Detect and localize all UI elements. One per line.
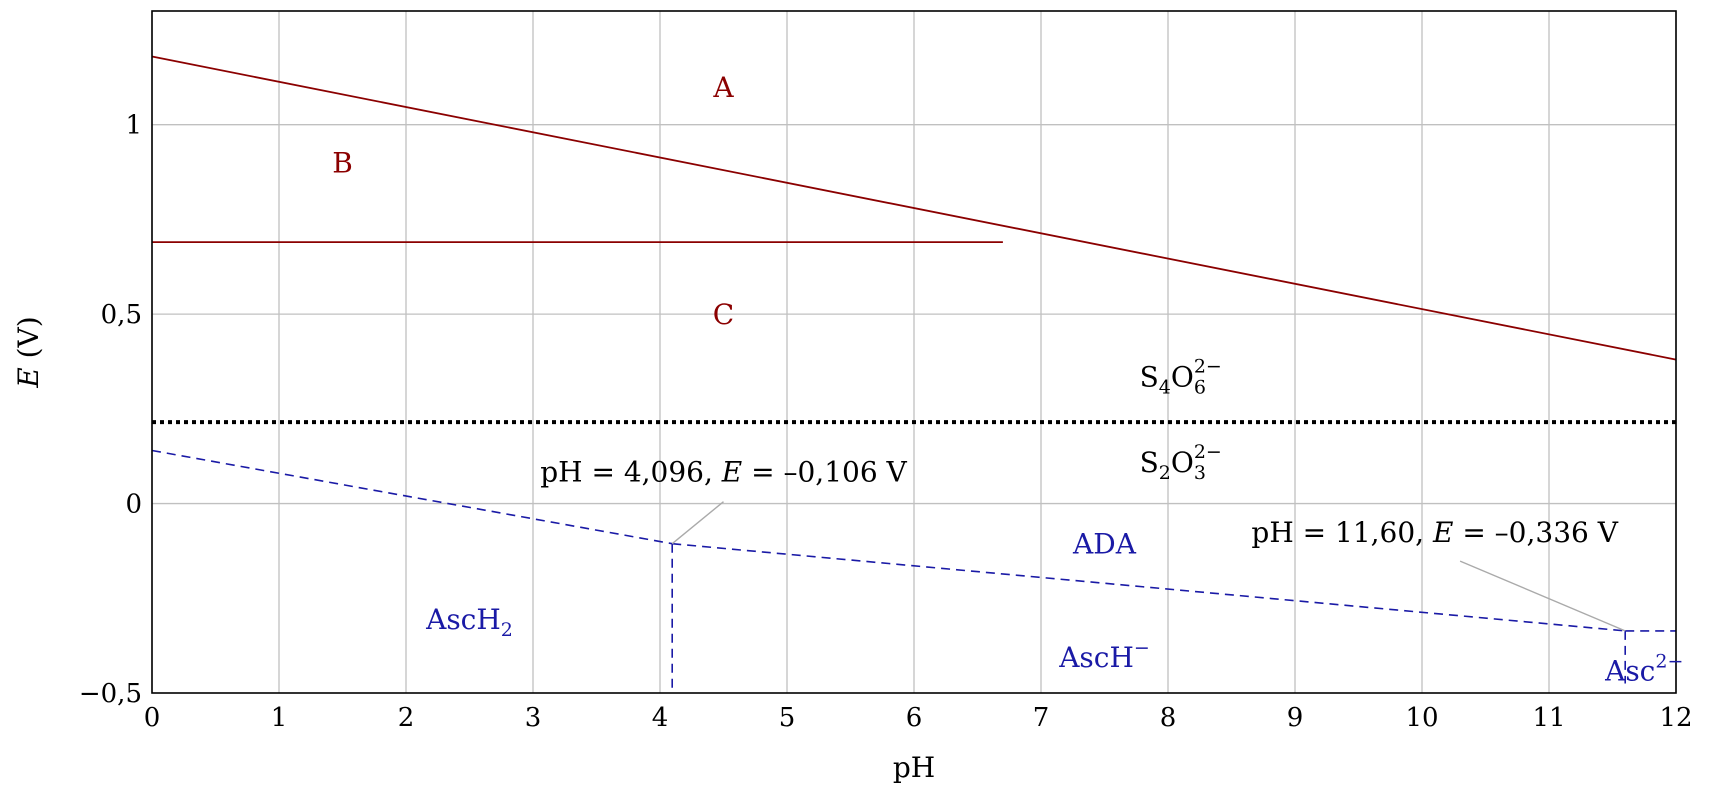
label-asch-minus: AscH− <box>1058 637 1150 674</box>
x-tick-label: 1 <box>271 703 288 733</box>
tick-labels: 0 1 2 3 4 5 6 7 8 9 10 11 12−0,500,51 <box>79 111 1693 733</box>
annot-4096: pH = 4,096, E = –0,106 V <box>540 455 907 488</box>
annot-1160: pH = 11,60, E = –0,336 V <box>1251 516 1618 549</box>
x-tick-label: 10 <box>1405 703 1438 733</box>
annot-4096-leader <box>671 501 724 545</box>
annotation-leaders <box>671 501 1626 632</box>
x-tick-label: 6 <box>906 703 923 733</box>
label-a: A <box>712 71 734 104</box>
x-tick-label: 7 <box>1033 703 1050 733</box>
x-tick-label: 0 <box>144 703 161 733</box>
label-asc-2minus: Asc2− <box>1604 650 1683 687</box>
y-axis-label: E (V) <box>12 316 45 388</box>
y-tick-label: 0 <box>125 490 142 520</box>
label-c: C <box>713 298 734 331</box>
label-ada: ADA <box>1072 527 1137 560</box>
x-axis-label: pH <box>893 751 935 784</box>
label-b: B <box>332 147 353 180</box>
x-tick-label: 11 <box>1532 703 1565 733</box>
line-ab <box>151 55 1677 361</box>
x-tick-label: 9 <box>1287 703 1304 733</box>
label-asch2: AscH2 <box>425 603 513 641</box>
x-tick-label: 5 <box>779 703 796 733</box>
y-tick-label: 0,5 <box>101 300 142 330</box>
x-tick-label: 12 <box>1659 703 1692 733</box>
annot-1160-leader <box>1459 560 1626 632</box>
line-ada-asch <box>672 542 1626 632</box>
grid <box>151 11 1677 693</box>
label-s2o3: S2O32− <box>1140 441 1222 484</box>
y-tick-label: 1 <box>125 111 142 141</box>
series-layer <box>151 55 1677 693</box>
x-tick-label: 4 <box>652 703 669 733</box>
region-labels: A B C ADA S4O62− S2O32− AscH2 AscH− Asc2− pH = 4,… <box>332 71 1683 687</box>
line-ada-asch2 <box>151 449 673 545</box>
x-tick-label: 3 <box>525 703 542 733</box>
plot-frame <box>151 10 1677 694</box>
x-tick-label: 2 <box>398 703 415 733</box>
y-tick-label: −0,5 <box>79 679 142 709</box>
x-tick-label: 8 <box>1160 703 1177 733</box>
label-s4o6: S4O62− <box>1140 356 1222 399</box>
